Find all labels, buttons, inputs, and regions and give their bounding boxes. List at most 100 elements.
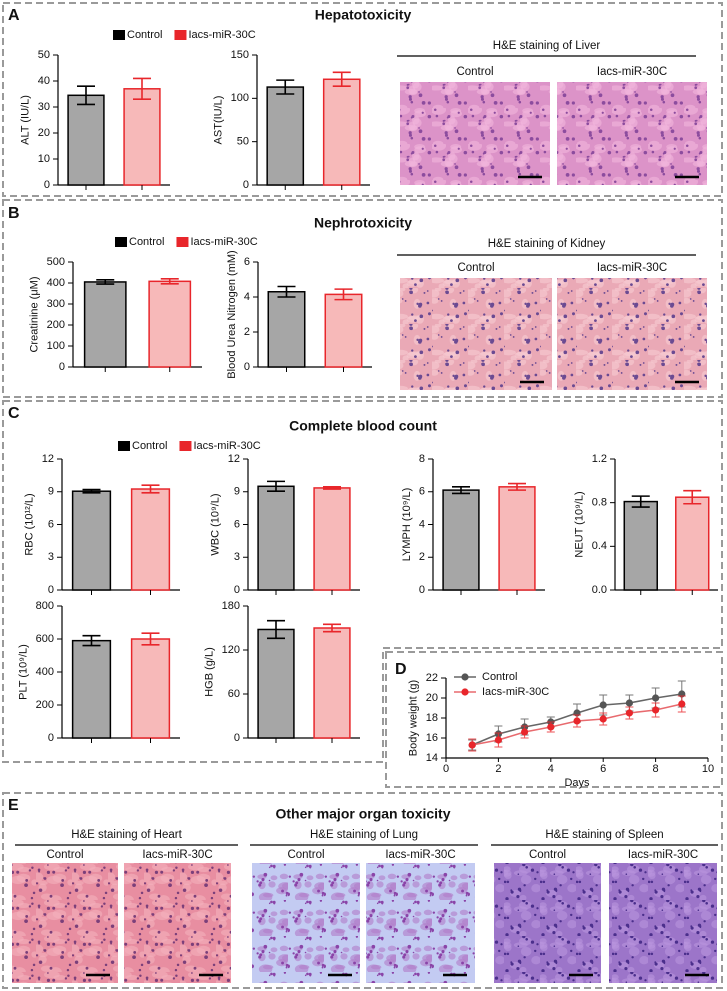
y-tick-label: 6 — [48, 518, 54, 530]
legend-label: Control — [482, 671, 517, 683]
bar — [322, 78, 361, 186]
y-axis-label: Creatinine (μM) — [29, 276, 41, 352]
legend-label: Control — [129, 236, 164, 248]
y-tick-label: 1.2 — [592, 453, 607, 465]
bar — [257, 628, 295, 739]
point — [494, 736, 502, 744]
error-bar — [141, 632, 160, 646]
point — [547, 723, 555, 731]
x-tick-label: 4 — [548, 763, 554, 775]
point — [599, 701, 607, 709]
legend-label: Control — [132, 440, 167, 452]
legend-swatch — [113, 30, 125, 40]
error-bar — [683, 489, 702, 505]
panel-box — [2, 2, 723, 197]
legend-swatch — [179, 441, 192, 451]
y-axis-label: WBC (10⁹/L) — [210, 493, 222, 555]
y-tick-label: 3 — [234, 551, 240, 563]
micrograph-title: H&E staining of Liver — [493, 40, 601, 52]
y-tick-label: 40 — [38, 75, 50, 87]
y-tick-label: 100 — [47, 340, 65, 352]
y-tick-label: 120 — [222, 644, 240, 656]
y-tick-label: 0.4 — [592, 540, 607, 552]
y-tick-label: 0 — [44, 179, 50, 191]
point — [678, 700, 686, 708]
error-bar — [277, 285, 296, 298]
y-tick-label: 20 — [426, 692, 438, 704]
legend-swatch — [118, 441, 130, 451]
y-tick-label: 500 — [47, 256, 65, 268]
x-axis-label: Days — [564, 777, 590, 789]
bar — [313, 487, 351, 591]
panel-box — [2, 792, 723, 989]
y-tick-label: 10 — [38, 153, 50, 165]
y-axis-label: RBC (10¹²/L) — [24, 493, 36, 555]
panel-letter: C — [8, 405, 20, 422]
legend-label: Control — [127, 29, 162, 41]
bar — [130, 638, 171, 739]
panel-letter: D — [395, 661, 407, 678]
point — [573, 717, 581, 725]
y-tick-label: 0 — [48, 732, 54, 744]
bar — [623, 500, 658, 591]
error-bar — [332, 71, 351, 87]
panel-letter: B — [8, 205, 20, 222]
point — [652, 706, 660, 714]
y-tick-label: 20 — [38, 127, 50, 139]
micrograph — [400, 278, 552, 390]
y-tick-label: 2 — [419, 551, 425, 563]
bar — [148, 280, 192, 368]
panel-title: Other major organ toxicity — [275, 806, 450, 822]
legend-swatch — [174, 30, 187, 40]
y-tick-label: 100 — [231, 92, 249, 104]
micrograph — [557, 278, 707, 390]
y-tick-label: 0.8 — [592, 497, 607, 509]
y-tick-label: 150 — [231, 49, 249, 61]
point — [468, 741, 476, 749]
y-axis-label: NEUT (10⁹/L) — [574, 491, 586, 557]
y-axis-label: AST(IU/L) — [213, 96, 225, 145]
y-tick-label: 0 — [234, 732, 240, 744]
bar — [498, 486, 536, 591]
micrograph — [366, 863, 475, 983]
error-bar — [82, 488, 101, 494]
panel-title: Complete blood count — [289, 418, 437, 434]
panel-title: Hepatotoxicity — [315, 7, 412, 23]
error-bar — [96, 279, 115, 285]
micrograph-label: Control — [529, 849, 566, 861]
y-tick-label: 180 — [222, 600, 240, 612]
micrograph — [609, 863, 717, 983]
y-tick-label: 0.0 — [592, 584, 607, 596]
y-tick-label: 200 — [36, 699, 54, 711]
micrograph-title: H&E staining of Heart — [71, 829, 182, 841]
micrograph — [12, 863, 118, 983]
y-tick-label: 9 — [234, 486, 240, 498]
y-tick-label: 400 — [36, 666, 54, 678]
micrograph — [400, 82, 550, 185]
micrograph — [494, 863, 601, 983]
error-bar — [267, 619, 285, 640]
error-bar — [508, 482, 526, 491]
bar — [313, 627, 351, 739]
error-bar — [323, 623, 341, 633]
error-bar — [77, 85, 95, 106]
y-axis-label: ALT (IU/L) — [20, 95, 32, 145]
legend-marker — [461, 688, 469, 696]
point — [625, 709, 634, 717]
bar — [71, 639, 112, 739]
x-tick-label: 8 — [653, 763, 659, 775]
point — [652, 694, 660, 702]
y-axis-label: Body weight (g) — [408, 680, 420, 756]
panel-box — [2, 199, 723, 398]
bar — [675, 496, 710, 591]
bar — [123, 88, 161, 186]
y-tick-label: 300 — [47, 298, 65, 310]
y-tick-label: 0 — [59, 361, 65, 373]
micrograph-label: Control — [456, 66, 493, 78]
panel-box — [2, 400, 723, 763]
error-bar — [160, 278, 179, 285]
y-tick-label: 22 — [426, 672, 438, 684]
y-tick-label: 0 — [419, 584, 425, 596]
y-axis-label: PLT (10⁹/L) — [18, 644, 30, 700]
